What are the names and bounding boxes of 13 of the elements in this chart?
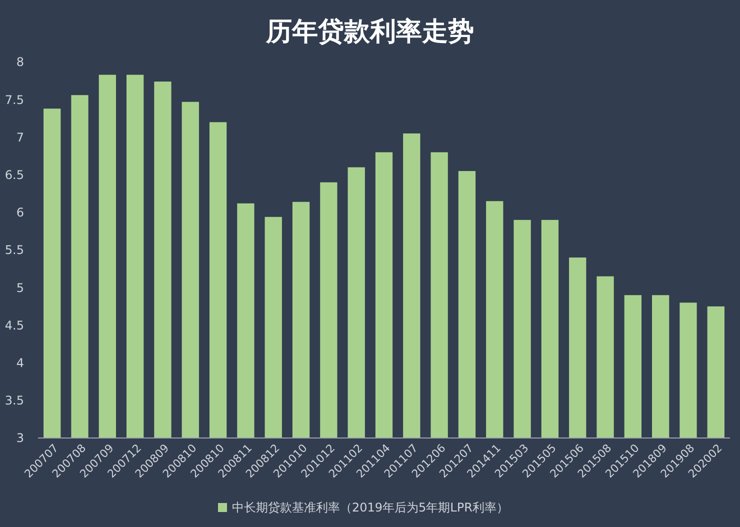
y-tick-label: 6.5 xyxy=(4,168,24,182)
chart-title: 历年贷款利率走势 xyxy=(265,17,474,47)
y-tick-label: 7 xyxy=(16,130,24,144)
y-tick-label: 3.5 xyxy=(4,394,24,408)
y-tick-label: 3 xyxy=(16,431,24,446)
y-tick-label: 4 xyxy=(16,356,24,370)
y-tick-label: 4.5 xyxy=(4,318,24,332)
y-tick-label: 7.5 xyxy=(4,92,24,107)
y-tick-label: 5.5 xyxy=(4,243,24,258)
y-tick-label: 5 xyxy=(16,280,24,295)
y-tick-label: 6 xyxy=(16,206,24,220)
y-tick-label: 8 xyxy=(16,55,24,70)
legend-label: 中长期贷款基准利率（2019年后为5年期LPR利率） xyxy=(232,500,508,515)
